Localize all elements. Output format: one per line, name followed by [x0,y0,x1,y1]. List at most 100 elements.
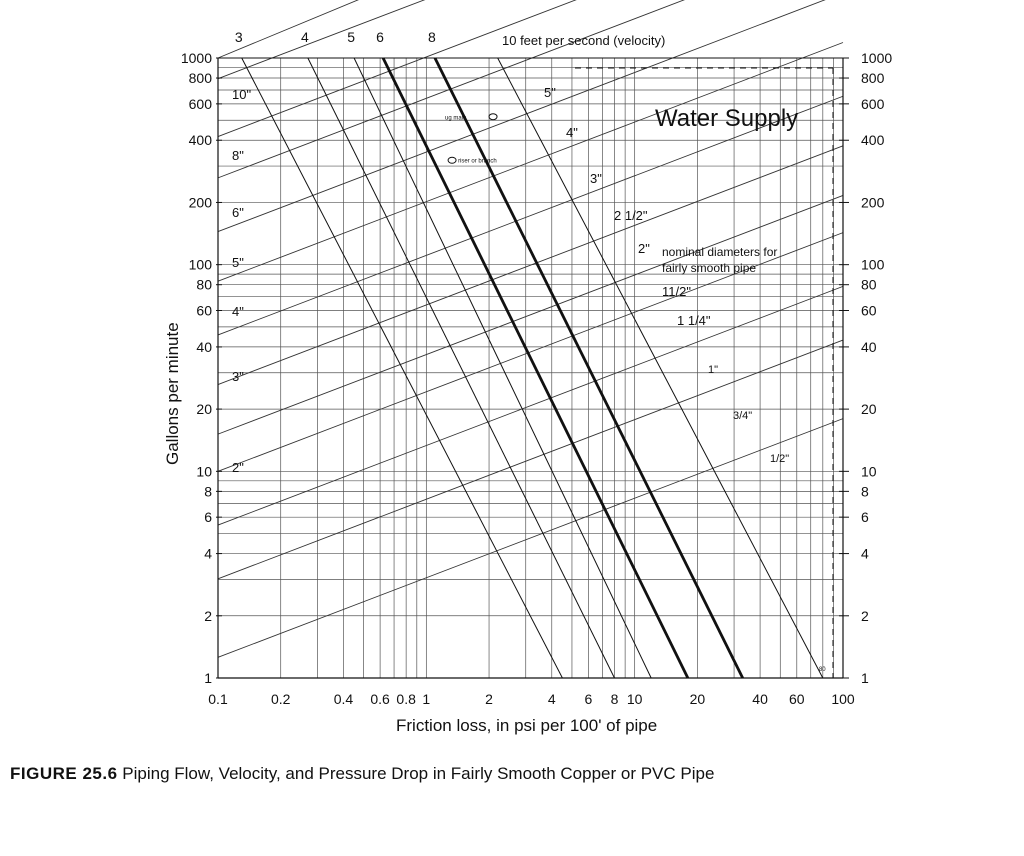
y-tick-label-right: 600 [861,96,885,112]
y-tick-label-right: 2 [861,608,869,624]
y-tick-label-left: 100 [189,257,213,273]
diameter-line [217,232,844,472]
x-tick-label: 4 [548,691,556,707]
x-tick-label: 10 [627,691,643,707]
chart-labels: 3 4 5 6 8 1/2" 3/4" 1" 1 1/4" 11/2" 2" 2 1/2" 3" 4" 5"… [181,29,893,707]
diameter-label-left: 6" [232,205,244,220]
y-tick-label-right: 4 [861,546,869,562]
y-tick-label-right: 60 [861,303,877,319]
velocity-line-3 [353,57,652,679]
diameter-label-left: 8" [232,148,244,163]
diameter-label-right: 2 1/2" [614,208,648,223]
diameter-line [217,339,844,580]
diameter-line [217,195,844,435]
y-tick-label-left: 60 [196,303,212,319]
y-tick-label-left: 1000 [181,50,212,66]
figure-caption-text: Piping Flow, Velocity, and Pressure Drop… [122,764,715,783]
velocity-line-1 [241,57,563,679]
diameter-line [217,285,844,526]
velocity-label-8: 8 [428,29,436,45]
y-tick-label-left: 10 [196,463,212,479]
diameter-label-right: 5" [544,85,556,100]
y-tick-label-left: 8 [204,483,212,499]
y-tick-label-right: 10 [861,463,877,479]
grid [217,58,843,679]
x-tick-label: 0.4 [334,691,354,707]
y-tick-label-right: 20 [861,401,877,417]
y-tick-label-left: 400 [189,132,213,148]
diameter-note-line-2: fairly smooth pipe [662,261,756,275]
x-tick-label: 60 [789,691,805,707]
velocity-line-5 [433,57,744,679]
diameter-line [217,418,844,658]
y-tick-label-left: 40 [196,339,212,355]
y-tick-label-right: 1000 [861,50,892,66]
x-tick-label: 40 [752,691,768,707]
velocity-axis-label: 10 feet per second (velocity) [502,33,665,48]
velocity-label-6: 6 [376,29,384,45]
y-tick-label-right: 8 [861,483,869,499]
y-tick-label-right: 400 [861,132,885,148]
diameter-note-line-1: nominal diameters for [662,245,777,259]
velocity-label-4: 4 [301,29,309,45]
y-tick-label-right: 800 [861,70,885,86]
velocity-line-2 [307,57,615,679]
x-tick-label: 0.2 [271,691,291,707]
diameter-label-right: 4" [566,125,578,140]
y-tick-label-right: 80 [861,277,877,293]
x-tick-label: 8 [611,691,619,707]
diameter-line [217,95,844,336]
diameter-label-right: 1/2" [770,453,789,465]
x-tick-label: 6 [585,691,593,707]
diameter-line [217,42,844,282]
y-tick-label-left: 20 [196,401,212,417]
x-tick-label: 2 [485,691,493,707]
diameter-label-right: 1" [708,364,718,376]
plot-frame [216,57,849,679]
annotation-riser-branch: riser or branch [458,158,497,164]
diameter-line [217,0,359,59]
x-tick-label: 1 [422,691,430,707]
annotation-80: 80 [819,667,826,673]
y-tick-label-left: 80 [196,277,212,293]
y-tick-label-left: 800 [189,70,213,86]
diameter-label-left: 2" [232,460,244,475]
diameter-label-right: 11/2" [662,284,691,299]
y-tick-label-left: 4 [204,546,212,562]
diameter-line [217,0,577,137]
x-tick-label: 0.6 [370,691,390,707]
x-tick-label: 20 [690,691,706,707]
y-tick-label-left: 2 [204,608,212,624]
chart-lines [217,0,844,679]
diameter-label-right: 1 1/4" [677,313,711,328]
figure-caption: FIGURE 25.6 Piping Flow, Velocity, and P… [10,764,1010,784]
y-axis-label: Gallons per minute [163,322,182,465]
chart-title: Water Supply [655,105,798,132]
y-tick-label-left: 6 [204,509,212,525]
x-tick-label: 0.8 [396,691,416,707]
x-tick-label: 0.1 [208,691,228,707]
y-tick-label-left: 600 [189,96,213,112]
diameter-line [217,0,826,233]
y-tick-label-right: 100 [861,257,885,273]
friction-loss-chart: 3 4 5 6 8 1/2" 3/4" 1" 1 1/4" 11/2" 2" 2 1/2" 3" 4" 5"… [163,0,893,735]
y-tick-label-right: 6 [861,509,869,525]
y-tick-label-right: 200 [861,194,885,210]
diameter-line [217,0,685,179]
velocity-line-4 [381,57,690,679]
figure-number: FIGURE 25.6 [10,764,118,783]
x-axis-label: Friction loss, in psi per 100' of pipe [396,716,657,735]
velocity-label-3: 3 [235,29,243,45]
diameter-label-right: 3/4" [733,410,752,422]
annotation-ug-main: ug main [445,116,466,122]
diameter-line [217,0,426,80]
y-tick-label-right: 1 [861,670,869,686]
velocity-label-5: 5 [347,29,355,45]
diameter-label-left: 5" [232,255,244,270]
diameter-line [217,145,844,385]
y-tick-label-left: 200 [189,194,213,210]
annotation-marker [488,113,498,121]
x-tick-label: 100 [831,691,855,707]
diameter-label-left: 10" [232,87,251,102]
annotation-marker [447,156,457,164]
